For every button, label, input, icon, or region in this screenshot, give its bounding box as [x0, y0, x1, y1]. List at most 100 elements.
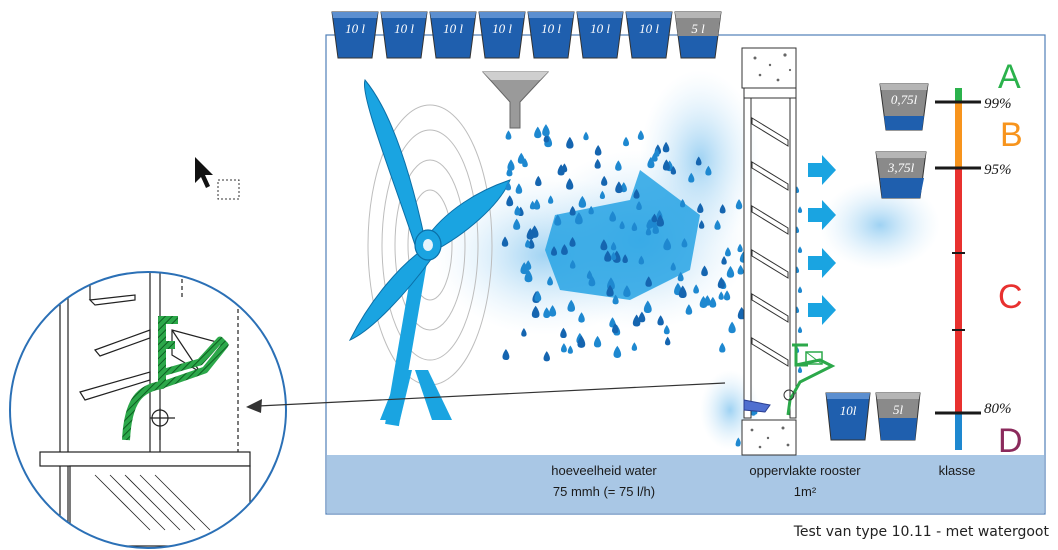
- bucket-2-label: 3,75l: [887, 160, 915, 175]
- rain-drop: [517, 152, 525, 164]
- rain-drop: [719, 204, 726, 214]
- fan-icon: [348, 78, 511, 427]
- rain-drop: [656, 214, 664, 227]
- rain-drop: [521, 327, 527, 337]
- rain-drop: [514, 205, 521, 216]
- rain-drop: [725, 247, 731, 257]
- class-b-label: B: [1000, 116, 1023, 154]
- panel-footer-band: [327, 455, 1044, 513]
- rain-drop: [609, 210, 617, 222]
- rain-drop: [645, 226, 652, 236]
- rain-drop: [613, 345, 622, 358]
- airflow-arrows: [808, 155, 836, 325]
- rain-drop: [551, 246, 558, 256]
- rain-drop: [593, 335, 602, 348]
- rain-drop: [721, 256, 727, 265]
- rain-drop: [717, 276, 725, 289]
- rain-drop: [513, 218, 521, 230]
- top-bucket: 10 l: [380, 11, 428, 59]
- rain-drop: [797, 286, 803, 293]
- mouse-cursor-icon: [195, 157, 240, 200]
- rain-drop: [535, 175, 542, 187]
- rain-drop: [638, 311, 646, 323]
- rain-drop: [797, 246, 803, 253]
- rain-drop: [728, 321, 736, 334]
- top-bucket: 10 l: [527, 11, 575, 59]
- rain-drop: [594, 145, 602, 156]
- drain-hole: [783, 389, 795, 401]
- rain-drop: [542, 124, 550, 137]
- rain-drop: [631, 342, 638, 351]
- collection-bucket-2: 3,75l: [875, 151, 927, 199]
- rain-drop: [543, 351, 550, 362]
- rain-drop: [588, 205, 594, 215]
- top-bucket-label: 10 l: [639, 21, 659, 36]
- rain-drop: [599, 190, 606, 200]
- funnel-icon: [481, 71, 550, 129]
- rain-drop: [638, 255, 645, 265]
- rain-drop: [525, 239, 531, 248]
- rain-drop: [612, 294, 619, 305]
- bucket-3-label: 10l: [840, 403, 857, 418]
- rain-drop: [701, 265, 708, 277]
- bucket-4-label: 5l: [893, 402, 904, 417]
- grille-surface-value: 1m²: [794, 484, 817, 499]
- rain-drop: [735, 199, 743, 210]
- rain-drop: [622, 254, 628, 263]
- rain-drop: [583, 131, 589, 141]
- rain-drop: [636, 201, 642, 211]
- rain-drop: [670, 166, 677, 175]
- bucket-1-label: 0,75l: [891, 92, 918, 107]
- collection-bucket-4: 5l: [875, 392, 921, 441]
- rain-drop: [566, 178, 574, 190]
- rain-drop: [560, 343, 567, 353]
- rain-drop: [723, 290, 731, 301]
- rain-drop: [623, 285, 631, 297]
- rain-drop: [664, 336, 671, 346]
- class-c-label: C: [998, 278, 1023, 316]
- class-scale: 99% 95% 80% A B C D: [935, 58, 1023, 460]
- rain-drop: [735, 437, 741, 446]
- rain-drop: [578, 312, 585, 323]
- rain-drop: [643, 300, 652, 314]
- rain-drop: [578, 195, 587, 208]
- rain-drop: [652, 223, 659, 234]
- rain-drop: [575, 212, 583, 225]
- rain-drop: [797, 206, 803, 213]
- rain-drops: [501, 124, 803, 447]
- class-label: klasse: [939, 463, 976, 478]
- rain-drop: [662, 159, 670, 171]
- rain-drop: [615, 181, 623, 194]
- percent-95: 95%: [984, 162, 1012, 178]
- rain-drop: [560, 327, 567, 339]
- rain-drop: [600, 239, 608, 251]
- rain-drop: [678, 285, 687, 299]
- top-bucket: 5 l: [674, 11, 722, 59]
- rain-drop: [534, 126, 542, 139]
- rain-drop: [548, 305, 557, 317]
- top-bucket: 10 l: [478, 11, 526, 59]
- rain-drop: [506, 195, 514, 207]
- rain-drop: [677, 271, 684, 282]
- rain-drop: [577, 335, 586, 348]
- rain-drop: [506, 166, 513, 177]
- rain-drop: [714, 219, 721, 230]
- rain-drop: [606, 284, 614, 297]
- rain-drop: [681, 238, 688, 248]
- rain-drop: [645, 276, 652, 287]
- rain-drop: [737, 264, 744, 275]
- rain-drop: [705, 165, 712, 176]
- class-a-label: A: [998, 58, 1021, 96]
- rain-drop: [657, 315, 664, 326]
- top-bucket-label: 10 l: [443, 21, 463, 36]
- rain-drop: [797, 366, 803, 373]
- rain-drop: [533, 199, 541, 210]
- rain-drop: [709, 296, 717, 308]
- rain-drop: [619, 220, 625, 230]
- rain-drop: [547, 276, 553, 286]
- rain-drop: [719, 342, 726, 353]
- rain-drop: [526, 227, 534, 240]
- top-bucket: 10 l: [576, 11, 624, 59]
- rain-drop: [569, 259, 576, 269]
- rain-drop: [632, 314, 641, 327]
